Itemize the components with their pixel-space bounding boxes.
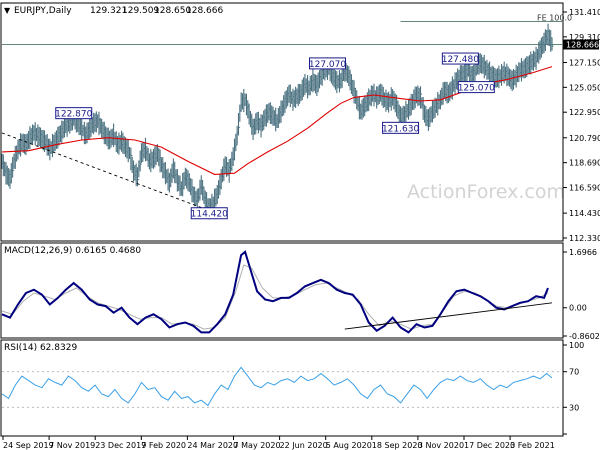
rsi-panel-frame (0, 339, 564, 437)
x-tick-label: 3 Feb 2021 (510, 441, 555, 450)
rsi-y-tick-label: 30 (569, 403, 579, 412)
rsi-line (1, 366, 553, 407)
rsi-y-tick-label: 70 (569, 368, 579, 377)
price-annotation-label: 114.420 (191, 210, 228, 220)
x-tick-label: 24 Sep 2019 (3, 441, 54, 450)
x-tick-label: 18 Sep 2020 (372, 441, 423, 450)
x-tick-label: 22 Jun 2020 (280, 441, 328, 450)
price-y-tick-label: 118.690 (569, 159, 600, 168)
price-annotation-box (309, 57, 346, 70)
macd-y-tick-label: -0.8602 (569, 332, 600, 341)
price-y-tick-label: 120.790 (569, 134, 600, 143)
macd-plot (1, 250, 553, 334)
x-tick-label: 7 Feb 2020 (141, 441, 186, 450)
symbol-label: EURJPY,Daily (14, 6, 72, 16)
header-triangle-icon: ▼ (4, 6, 11, 15)
price-panel-frame (0, 2, 564, 242)
x-tick-label: 24 Mar 2020 (187, 441, 238, 450)
fe-level-label: FE 100.0 (537, 14, 572, 23)
ohlc-open: 129.321 (90, 6, 127, 16)
axes: 131.410 129.310 127.150 125.050 122.950 120.7… (2, 8, 600, 450)
watermark: ActionForex.com (407, 181, 565, 203)
ohlc-low: 128.650 (154, 6, 191, 16)
x-tick-label: 17 Dec 2020 (464, 441, 515, 450)
x-tick-label: 3 Nov 2020 (418, 441, 464, 450)
ema-line (1, 66, 553, 175)
price-annotation-label: 121.630 (382, 124, 419, 134)
x-tick-label: 23 Dec 2019 (95, 441, 146, 450)
price-y-tick-label: 131.410 (569, 8, 600, 17)
ohlc-high: 129.509 (122, 6, 159, 16)
price-y-tick-label: 114.430 (569, 209, 600, 218)
price-annotation-box (382, 121, 420, 134)
x-tick-label: 7 May 2020 (234, 441, 281, 450)
price-annotation-box (190, 207, 228, 220)
price-plot: FE 100.0 122.870 114.420 127.070 121.630 127.… (1, 14, 572, 220)
macd-label: MACD(12,26,9) 0.6165 0.4680 (4, 246, 141, 256)
macd-y-tick-label: 1.6966 (569, 248, 597, 257)
price-annotation-label: 127.070 (309, 60, 346, 70)
x-tick-label: 7 Nov 2019 (49, 441, 95, 450)
price-y-tick-label: 125.050 (569, 83, 600, 92)
price-y-tick-label: 129.310 (569, 33, 600, 42)
ohlc-close: 128.666 (186, 6, 223, 16)
macd-signal-line (1, 264, 549, 330)
x-tick-label: 5 Aug 2020 (326, 441, 372, 450)
price-annotation-label: 122.870 (55, 110, 92, 120)
rsi-plot (1, 366, 562, 408)
macd-trendline (344, 302, 553, 330)
macd-line (1, 250, 549, 334)
price-y-tick-label: 122.950 (569, 108, 600, 117)
price-annotation-box (457, 81, 495, 94)
rsi-label: RSI(14) 62.8329 (4, 343, 77, 353)
current-price-badge (563, 39, 599, 50)
price-annotation-label: 125.070 (458, 84, 495, 94)
macd-panel-frame (0, 242, 564, 339)
current-price-label: 128.666 (566, 41, 599, 50)
price-y-tick-label: 127.150 (569, 58, 600, 67)
price-y-tick-label: 112.330 (569, 234, 600, 243)
macd-y-tick-label: 0.00 (569, 304, 587, 313)
price-y-tick-label: 116.590 (569, 184, 600, 193)
price-annotation-box (55, 107, 93, 120)
price-annotation-box (441, 52, 479, 65)
price-annotation-label: 127.480 (442, 55, 479, 65)
rsi-y-tick-label: 100 (569, 341, 584, 350)
